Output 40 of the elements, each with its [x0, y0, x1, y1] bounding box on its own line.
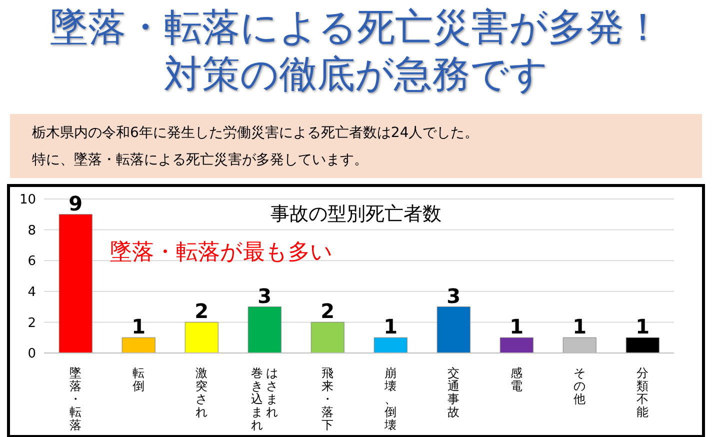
- y-tick-label: 8: [28, 223, 36, 238]
- data-label: 1: [384, 314, 398, 339]
- data-label: 1: [636, 314, 650, 339]
- x-tick-label: 感電: [510, 366, 522, 393]
- bar: [122, 337, 156, 353]
- bar: [184, 322, 218, 353]
- text: 特に、墜落・転落による死亡災害が多発しています。: [32, 151, 368, 169]
- x-tick-label: 飛来・落下: [322, 366, 334, 432]
- x-tick-label: 交通事故: [448, 366, 460, 419]
- data-label: 1: [572, 314, 587, 339]
- x-tick-label: 激突され: [196, 366, 208, 419]
- data-label: 1: [132, 314, 146, 339]
- bar: [500, 337, 534, 353]
- chart-title: 事故の型別死亡者数: [270, 203, 442, 225]
- y-tick-label: 4: [28, 285, 36, 300]
- bar: [310, 322, 344, 353]
- data-label: 9: [68, 191, 83, 216]
- category-label: はさまれ巻き込まれ: [251, 366, 278, 432]
- annotation: 墜落・転落が最も多い: [110, 239, 333, 267]
- data-label: 1: [510, 314, 524, 339]
- bar: [436, 306, 470, 353]
- data-label: 3: [446, 284, 461, 308]
- text: 栃木県内の令和6年に発生した労働災害による死亡者数は24人でした。: [32, 124, 479, 142]
- x-tick-label: 墜落・転落: [70, 366, 82, 432]
- bar: [58, 214, 92, 353]
- data-label: 2: [194, 299, 209, 324]
- y-tick-label: 2: [28, 316, 36, 331]
- y-tick-label: 0: [28, 346, 36, 362]
- y-tick-label: 10: [19, 192, 36, 208]
- bar: [248, 306, 282, 353]
- x-tick-label: 転倒: [132, 366, 144, 393]
- x-tick-label: 崩壊、倒壊: [384, 366, 396, 432]
- bar: [374, 337, 408, 353]
- x-tick-label: 分類不能: [636, 366, 648, 419]
- bar: [626, 337, 660, 353]
- y-tick-label: 6: [28, 254, 36, 270]
- data-label: 3: [258, 284, 272, 308]
- text: 墜落・転落による死亡災害が多発！対策の徹底が急務です: [49, 4, 663, 98]
- data-label: 2: [320, 299, 335, 324]
- x-tick-label: その他: [574, 366, 586, 406]
